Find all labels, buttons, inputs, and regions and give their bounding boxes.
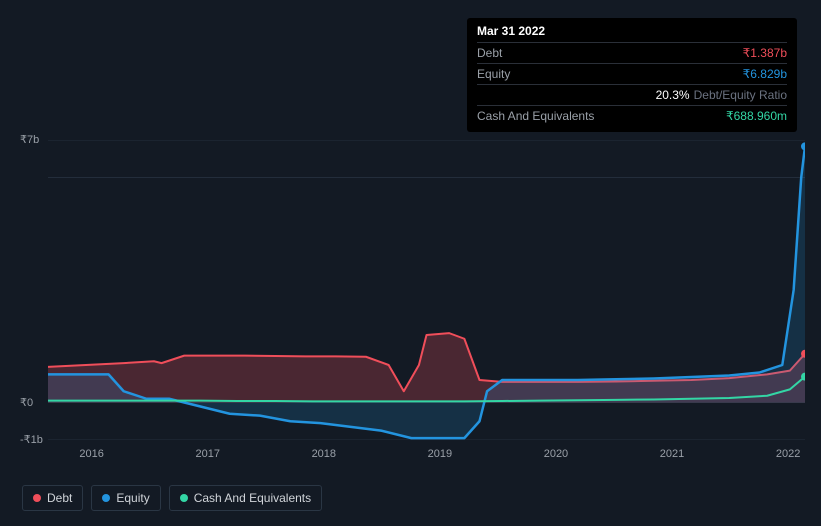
tooltip-row-secondary: Debt/Equity Ratio <box>694 88 787 102</box>
legend-dot-icon <box>33 494 41 502</box>
debt-equity-chart <box>48 140 805 440</box>
chart-tooltip: Mar 31 2022 Debt ₹1.387b Equity ₹6.829b 20.3… <box>467 18 797 132</box>
legend-item[interactable]: Equity <box>91 485 160 511</box>
x-axis-label: 2018 <box>312 448 336 460</box>
legend-dot-icon <box>102 494 110 502</box>
tooltip-row: Debt ₹1.387b <box>477 42 787 63</box>
tooltip-row-label: Equity <box>477 67 510 81</box>
x-axis-label: 2017 <box>195 448 219 460</box>
legend-item[interactable]: Debt <box>22 485 83 511</box>
legend-item[interactable]: Cash And Equivalents <box>169 485 322 511</box>
tooltip-row-label: Cash And Equivalents <box>477 109 594 123</box>
x-axis-label: 2020 <box>544 448 568 460</box>
legend-dot-icon <box>180 494 188 502</box>
tooltip-date: Mar 31 2022 <box>477 24 787 42</box>
x-axis-label: 2021 <box>660 448 684 460</box>
tooltip-row: Equity ₹6.829b <box>477 63 787 84</box>
tooltip-row-value: ₹688.960m <box>726 109 787 123</box>
tooltip-row-label: Debt <box>477 46 502 60</box>
tooltip-row: Cash And Equivalents ₹688.960m <box>477 105 787 126</box>
x-axis-label: 2019 <box>428 448 452 460</box>
legend-label: Debt <box>47 491 72 505</box>
tooltip-row-value: 20.3%Debt/Equity Ratio <box>656 88 787 102</box>
legend-label: Equity <box>116 491 149 505</box>
legend-label: Cash And Equivalents <box>194 491 311 505</box>
tooltip-row: 20.3%Debt/Equity Ratio <box>477 84 787 105</box>
x-axis-label: 2022 <box>776 448 800 460</box>
x-axis-label: 2016 <box>79 448 103 460</box>
y-axis-label: ₹0 <box>20 396 33 409</box>
chart-svg <box>48 140 805 440</box>
tooltip-row-value: ₹6.829b <box>743 67 787 81</box>
series-end-marker-equity <box>801 142 805 150</box>
y-axis-label: -₹1b <box>20 433 43 446</box>
tooltip-row-value: ₹1.387b <box>743 46 787 60</box>
chart-legend: Debt Equity Cash And Equivalents <box>22 485 322 511</box>
y-axis-label: ₹7b <box>20 133 39 146</box>
